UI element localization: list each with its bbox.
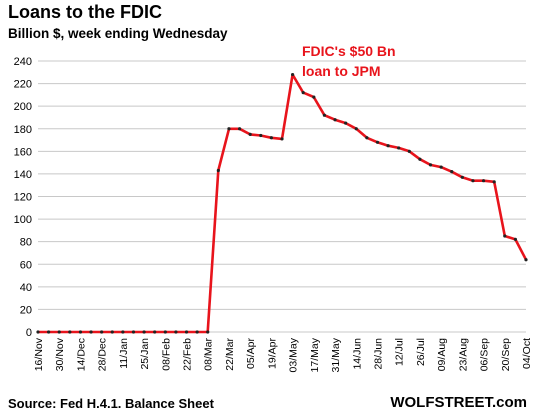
x-tick-label: 26/Jul: [415, 338, 427, 366]
x-axis-ticks: 16/Nov 30/Nov 14/Dec 28/Dec 11/Jan 25/Jan 08/F…: [33, 337, 533, 372]
data-point: [471, 179, 475, 183]
x-tick-label: 03/May: [288, 337, 300, 372]
data-point: [524, 258, 528, 262]
x-tick-label: 20/Sep: [500, 338, 512, 371]
x-tick-label: 25/Jan: [139, 338, 151, 370]
data-point: [259, 133, 263, 138]
data-point: [375, 140, 380, 144]
annotation-line-2: loan to JPM: [302, 63, 381, 79]
data-point: [68, 330, 72, 334]
data-point: [460, 175, 464, 179]
x-tick-label: 14/Dec: [75, 338, 87, 371]
data-point: [195, 330, 199, 334]
chart-subtitle: Billion $, week ending Wednesday: [8, 26, 228, 41]
x-tick-label: 17/May: [309, 337, 321, 372]
data-point: [439, 165, 443, 169]
x-tick-label: 04/Oct: [521, 338, 533, 369]
data-point: [78, 330, 83, 334]
data-point: [163, 330, 167, 334]
data-point: [354, 127, 358, 131]
data-point: [89, 330, 93, 334]
y-tick-label: 0: [26, 327, 32, 339]
x-tick-label: 09/Aug: [436, 338, 448, 371]
data-point: [142, 330, 146, 334]
chart-title: Loans to the FDIC: [8, 2, 162, 22]
x-tick-label: 30/Nov: [54, 337, 66, 371]
data-point: [301, 91, 305, 95]
y-tick-label: 160: [14, 146, 32, 158]
data-point: [121, 330, 125, 334]
x-tick-label: 28/Dec: [97, 338, 109, 371]
x-tick-label: 14/Jun: [351, 338, 363, 370]
gridlines: [38, 60, 526, 333]
y-tick-label: 60: [20, 259, 32, 271]
data-point: [333, 118, 337, 122]
x-tick-label: 12/Jul: [394, 338, 406, 366]
y-tick-label: 220: [14, 79, 32, 91]
x-tick-label: 23/Aug: [457, 338, 469, 371]
data-point: [481, 179, 486, 183]
data-point: [248, 132, 252, 136]
data-point: [206, 330, 210, 334]
data-point: [100, 330, 104, 334]
x-tick-label: 16/Nov: [33, 337, 45, 371]
x-tick-label: 28/Jun: [372, 338, 384, 370]
data-point: [407, 149, 411, 153]
data-point: [36, 330, 40, 334]
data-point: [47, 330, 51, 334]
data-point: [110, 330, 114, 334]
data-point: [397, 146, 401, 150]
y-tick-label: 140: [14, 169, 32, 181]
series-points: [36, 72, 528, 334]
y-tick-label: 240: [14, 56, 32, 68]
series-line-path: [38, 73, 528, 334]
x-tick-label: 22/Feb: [182, 338, 194, 371]
x-tick-label: 31/May: [330, 337, 342, 372]
data-point: [513, 237, 517, 242]
y-tick-label: 80: [20, 237, 32, 249]
y-tick-label: 200: [14, 101, 32, 113]
data-point: [365, 136, 369, 140]
data-point: [174, 330, 178, 334]
source-note: Source: Fed H.4.1. Balance Sheet: [8, 396, 214, 411]
data-point: [153, 330, 157, 334]
data-point: [291, 72, 295, 77]
y-tick-label: 120: [14, 192, 32, 204]
data-point: [269, 136, 273, 140]
y-axis-ticks: 0 20 40 60 80 100 120 140 160 180 200 220 240: [14, 56, 32, 339]
x-tick-label: 19/Apr: [266, 337, 278, 368]
x-tick-label: 22/Mar: [224, 338, 236, 371]
data-point: [428, 163, 433, 167]
data-point: [450, 170, 454, 174]
data-point: [418, 157, 422, 161]
series-line: [38, 73, 528, 334]
x-tick-label: 06/Sep: [479, 338, 491, 371]
data-point: [237, 127, 242, 131]
brand-logo-text: WOLFSTREET.com: [390, 394, 527, 411]
x-tick-label: 11/Jan: [118, 338, 130, 369]
y-tick-label: 20: [20, 304, 32, 316]
y-tick-label: 40: [20, 282, 32, 294]
x-tick-label: 05/Apr: [245, 337, 257, 368]
y-tick-label: 180: [14, 124, 32, 136]
data-point: [131, 330, 136, 334]
data-point: [322, 113, 327, 117]
data-point: [216, 168, 220, 173]
data-point: [492, 180, 496, 184]
x-tick-label: 08/Mar: [203, 338, 215, 371]
y-tick-label: 100: [14, 214, 32, 226]
data-point: [386, 144, 390, 148]
annotation-line-1: FDIC's $50 Bn: [302, 43, 396, 59]
data-point: [312, 95, 316, 99]
data-point: [227, 127, 231, 131]
data-point: [184, 330, 189, 334]
x-tick-label: 08/Feb: [160, 338, 172, 371]
data-point: [57, 330, 61, 334]
data-point: [503, 234, 507, 238]
data-point: [344, 121, 348, 125]
annotation: FDIC's $50 Bn loan to JPM: [302, 43, 396, 79]
data-point: [280, 137, 284, 141]
